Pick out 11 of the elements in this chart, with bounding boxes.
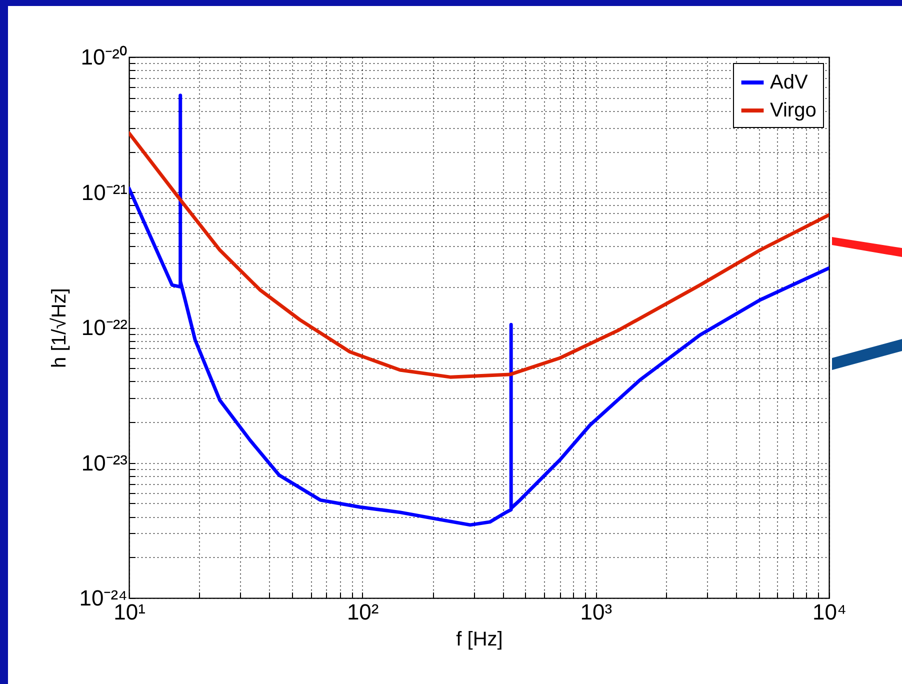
x-tick-label: 10³ [580, 600, 612, 624]
x-tick-label: 10² [346, 600, 379, 624]
y-tick-label: 10⁻²³ [81, 450, 128, 476]
legend-label: AdV [770, 72, 808, 94]
x-axis-title: f [Hz] [456, 628, 503, 650]
y-tick-label: 10⁻²² [81, 315, 128, 340]
y-tick-label: 10⁻²¹ [81, 180, 128, 205]
y-tick-label: 10⁻²⁰ [80, 44, 128, 70]
y-axis-title: h [1/√Hz] [48, 288, 70, 368]
x-tick-label: 10⁴ [812, 600, 846, 624]
legend-label: Virgo [770, 100, 816, 122]
